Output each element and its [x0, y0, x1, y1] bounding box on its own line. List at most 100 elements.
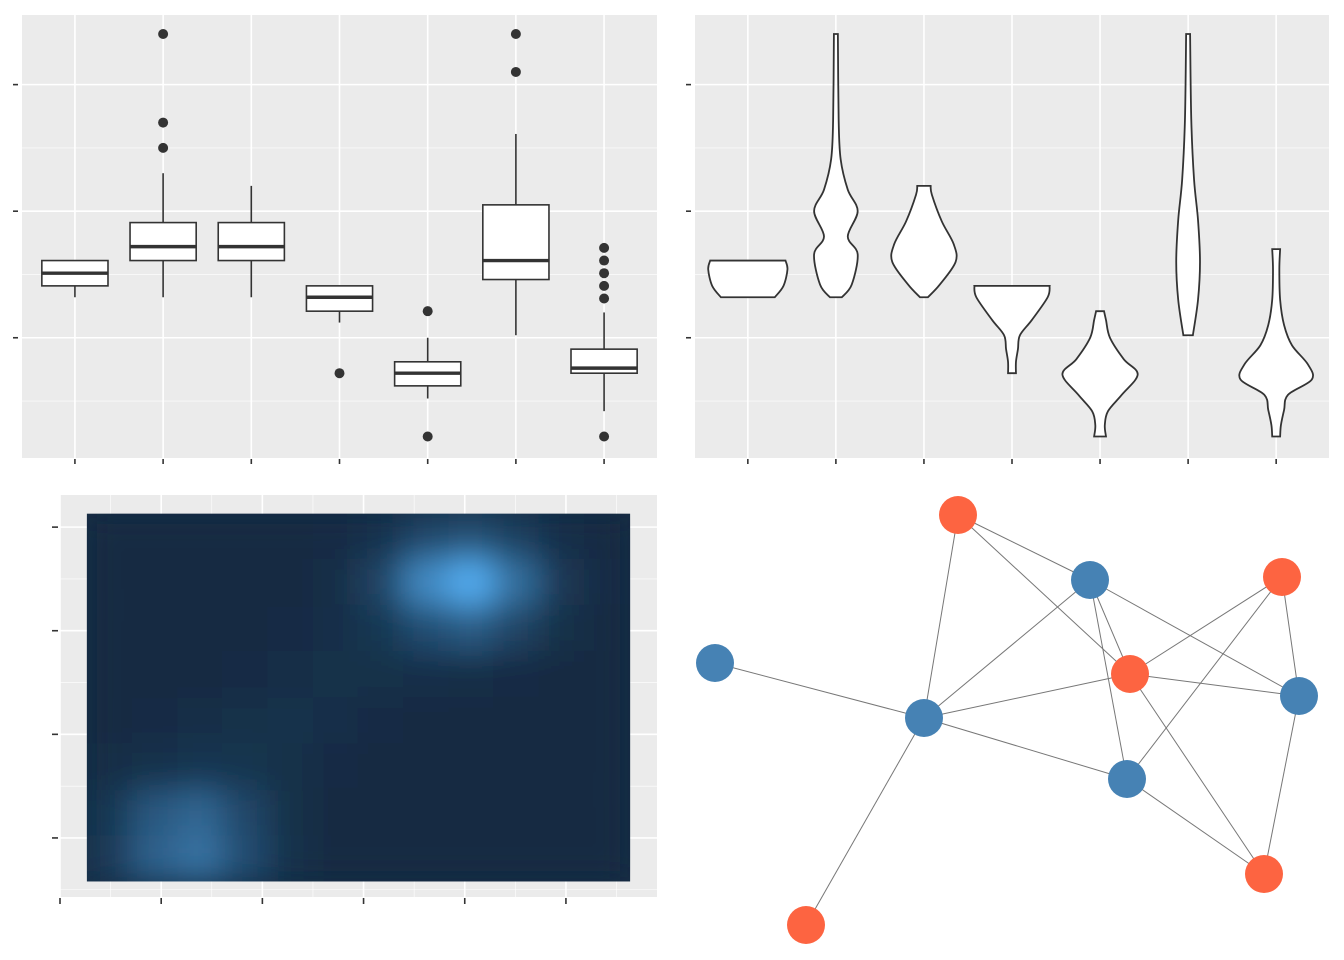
heat-cell [538, 743, 586, 790]
heat-cell [131, 835, 179, 882]
edge [714, 662, 925, 719]
heat-cell [448, 697, 496, 745]
outlier [599, 255, 610, 266]
node [696, 644, 734, 682]
heat-cell [267, 650, 314, 698]
heat-cell [448, 835, 496, 882]
heat-cell [584, 697, 631, 745]
heat-cell [403, 650, 450, 698]
edge [923, 579, 1091, 719]
heat-cell [312, 789, 360, 837]
heat-cell [448, 743, 496, 790]
raster-cells [86, 513, 631, 882]
heat-cell [584, 650, 631, 698]
heat-cell [267, 743, 314, 790]
heat-cell [312, 513, 360, 560]
heat-cell [538, 697, 586, 745]
outlier [599, 280, 610, 291]
heat-cell [584, 558, 631, 606]
heat-cell [493, 835, 540, 882]
edge [1129, 673, 1300, 697]
node [1111, 655, 1149, 693]
outlier [510, 66, 521, 77]
violin [1238, 248, 1314, 438]
heat-cell [177, 650, 224, 698]
heat-cell [177, 558, 224, 606]
heat-cell [538, 650, 586, 698]
heat-cell [538, 513, 586, 560]
node [1071, 561, 1109, 599]
edge [923, 514, 959, 719]
heat-cell [403, 558, 450, 606]
heat-cell [538, 605, 586, 652]
outlier [158, 142, 169, 153]
heat-cell [448, 513, 496, 560]
edge [1089, 579, 1128, 780]
raster [86, 513, 631, 882]
heat-cell [493, 513, 540, 560]
edge [1126, 576, 1283, 780]
heat-cell [403, 835, 450, 882]
heat-cell [267, 835, 314, 882]
heat-cell [357, 650, 405, 698]
heat-cell [131, 697, 179, 745]
outlier [599, 242, 610, 253]
outlier [158, 28, 169, 39]
edge [805, 717, 925, 926]
heat-cell [221, 789, 269, 837]
violin [813, 33, 859, 299]
heat-cell [312, 835, 360, 882]
heat-cell [448, 789, 496, 837]
heat-cell [312, 558, 360, 606]
outlier [510, 28, 521, 39]
heat-cell [131, 650, 179, 698]
heat-cell [221, 697, 269, 745]
edge [1281, 576, 1300, 697]
heat-cell [267, 697, 314, 745]
edge [1129, 673, 1265, 875]
box [217, 221, 286, 262]
heat-cell [131, 789, 179, 837]
edge [957, 514, 1131, 675]
heat-cell [86, 558, 133, 606]
heat-cell [403, 513, 450, 560]
heat-cell [493, 743, 540, 790]
violin [890, 184, 958, 299]
edge [957, 514, 1091, 581]
node [1245, 855, 1283, 893]
heat-cell [357, 743, 405, 790]
edge [923, 673, 1131, 719]
outlier [599, 431, 610, 442]
heat-cell [131, 513, 179, 560]
heat-cell [538, 789, 586, 837]
heat-cell [448, 650, 496, 698]
box [129, 221, 197, 262]
heat-cell [131, 558, 179, 606]
heat-cell [86, 650, 133, 698]
heat-cell [86, 697, 133, 745]
outlier [599, 293, 610, 304]
heat-cell [267, 789, 314, 837]
node [939, 496, 977, 534]
heat-cell [493, 605, 540, 652]
box [482, 204, 550, 281]
heat-cell [312, 743, 360, 790]
heat-cell [221, 743, 269, 790]
edge [1263, 695, 1300, 875]
outlier [422, 306, 433, 317]
heat-cell [403, 789, 450, 837]
violin [1175, 33, 1201, 337]
heat-cell [131, 605, 179, 652]
heat-cell [86, 605, 133, 652]
edge [1129, 576, 1283, 675]
heat-cell [493, 789, 540, 837]
heat-cell [86, 789, 133, 837]
heat-cell [357, 697, 405, 745]
heat-cell [584, 789, 631, 837]
heat-cell [221, 835, 269, 882]
heat-cell [312, 697, 360, 745]
heat-cell [357, 605, 405, 652]
heat-cell [357, 513, 405, 560]
heat-cell [177, 605, 224, 652]
heat-cell [177, 835, 224, 882]
